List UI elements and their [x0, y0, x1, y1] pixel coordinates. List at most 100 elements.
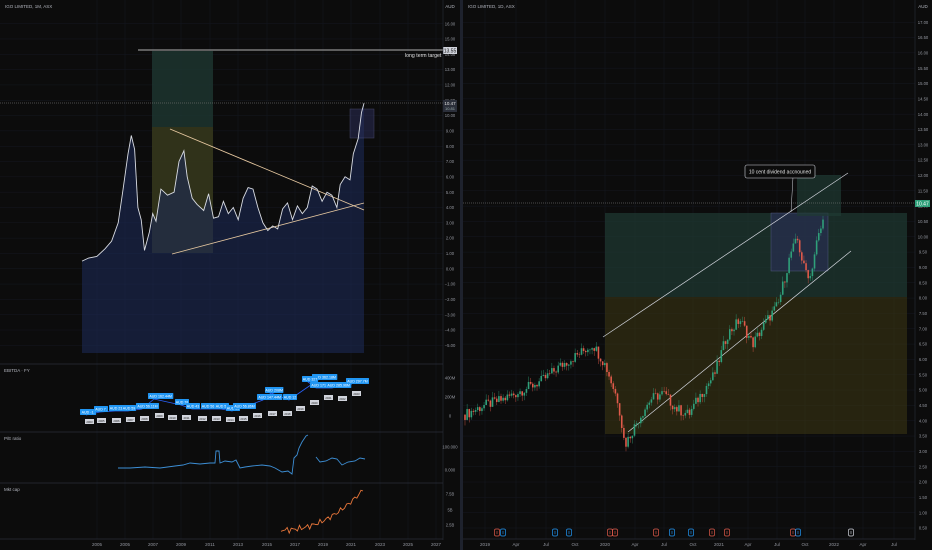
ebitda-badge[interactable]: AUD 56.11M [136, 403, 159, 409]
candle [798, 238, 801, 257]
ebitda-badge[interactable]: AUD 285.96M [326, 382, 352, 388]
target-box [797, 175, 841, 216]
svg-text:AUD 43: AUD 43 [187, 404, 200, 408]
candle [508, 391, 511, 399]
event-marker[interactable] [709, 528, 715, 537]
candle [584, 349, 587, 357]
ebitda-badge[interactable]: AUD 12 [283, 394, 297, 400]
candle [724, 340, 727, 349]
event-marker[interactable] [669, 528, 675, 537]
right-price-tick: 3.00 [919, 449, 928, 454]
candle [712, 367, 714, 381]
ebitda-badge[interactable]: AUD 147.44M [257, 394, 283, 400]
candle [659, 391, 661, 403]
event-marker[interactable] [688, 528, 694, 537]
ebitda-badge[interactable]: AUD -1. [80, 409, 97, 415]
candle [781, 276, 784, 296]
ebitda-badge[interactable]: AUD 208M [265, 387, 284, 393]
candle [534, 382, 536, 391]
candle [680, 404, 682, 421]
right-date-tick: Apr [631, 542, 639, 547]
ebitda-badge[interactable]: AUD 7. [94, 406, 108, 412]
event-marker[interactable] [653, 528, 659, 537]
right-date-tick: Apr [859, 542, 867, 547]
left-chart-pane[interactable]: 16.0015.0014.0013.0012.0011.0010.009.008… [0, 0, 460, 550]
right-chart-svg[interactable]: 10 cent dividend accnouned 17.00 16.50 16.… [463, 0, 932, 550]
left-year-tick: 2023 [375, 542, 386, 547]
event-marker[interactable] [566, 528, 572, 537]
svg-text:AUD 208M: AUD 208M [265, 388, 283, 392]
candle [589, 348, 591, 355]
candle [625, 437, 627, 452]
svg-text:AUD 7.: AUD 7. [95, 407, 107, 411]
candle [466, 403, 468, 421]
ebitda-badge[interactable]: AUD 78 [175, 399, 189, 405]
event-marker[interactable] [500, 528, 506, 537]
candle [644, 407, 646, 420]
candle [576, 350, 579, 357]
candle [612, 381, 615, 393]
svg-text:2020: 2020 [311, 401, 318, 405]
candle [555, 370, 557, 377]
ebitda-period-label: 2016 [253, 413, 262, 418]
left-price-tick: 15.00 [445, 37, 456, 42]
left-chart-svg[interactable]: 16.0015.0014.0013.0012.0011.0010.009.008… [0, 0, 460, 550]
right-date-tick: Apr [744, 542, 752, 547]
candle [716, 355, 718, 374]
candle [699, 390, 701, 405]
svg-text:2010: 2010 [169, 416, 176, 420]
candle [754, 332, 757, 349]
ebitda-period-label: 2003 [85, 419, 94, 424]
ebitda-badge[interactable]: AUD 56 [201, 403, 215, 409]
candle [807, 269, 809, 284]
right-price-tick: 6.00 [919, 357, 928, 362]
candle [591, 347, 593, 355]
event-marker[interactable] [612, 528, 618, 537]
ebitda-period-label: 2014 [226, 417, 235, 422]
candle [817, 228, 820, 242]
candle [669, 393, 672, 411]
candle [642, 415, 644, 423]
target-badge-text: 13.55 [444, 49, 457, 55]
ebitda-badge[interactable]: AUD 23 [109, 405, 123, 411]
candle [597, 346, 600, 365]
ebitda-badge[interactable]: AUD 362.18M [312, 374, 338, 380]
svg-text:AUD 297.7M: AUD 297.7M [347, 379, 368, 383]
candle [504, 395, 507, 404]
ebitda-period-label: 2015 [239, 416, 248, 421]
candle [820, 225, 822, 236]
ebitda-badge[interactable]: AUD 162.44M [148, 393, 174, 399]
ebitda-badge[interactable]: AUD 54 [215, 403, 229, 409]
candle [544, 372, 547, 382]
event-marker[interactable] [552, 528, 558, 537]
event-marker[interactable] [494, 528, 500, 537]
ebitda-badge[interactable]: AUD 327 [302, 376, 319, 382]
left-price-tick: 14.00 [445, 52, 456, 57]
ebitda-period-label: 2010 [168, 415, 177, 420]
right-chart-pane[interactable]: 10 cent dividend accnouned 17.00 16.50 16.… [463, 0, 932, 550]
ebitda-badge[interactable]: AUD 56.86M [233, 403, 256, 409]
event-marker[interactable] [848, 528, 854, 537]
ebitda-badge[interactable]: AUD 297.7M [346, 378, 369, 384]
pane-divider[interactable] [460, 0, 463, 550]
event-marker[interactable] [607, 528, 613, 537]
right-chart-title: IGO LIMITED, 1D, ASX [468, 4, 515, 9]
svg-text:2019: 2019 [297, 407, 304, 411]
candle [813, 251, 816, 272]
mktcap-title: Mkt cap [4, 487, 20, 492]
right-price-tick: 14.00 [918, 112, 929, 117]
right-price-badge-text: 10.47 [916, 202, 929, 208]
pe-tick: 0.000 [445, 468, 456, 473]
ebitda-badge[interactable]: AUD 43 [186, 403, 200, 409]
candle [822, 215, 824, 231]
event-marker[interactable] [795, 528, 801, 537]
ebitda-badge[interactable]: AUD 59 [122, 405, 136, 411]
event-marker[interactable] [790, 528, 796, 537]
candle [701, 393, 704, 403]
candle [805, 260, 807, 273]
left-price-tick: 7.00 [446, 159, 455, 164]
event-marker[interactable] [724, 528, 730, 537]
price-badge-sub-text: 10.81 [445, 106, 456, 111]
candle [786, 272, 788, 288]
candle [714, 370, 716, 378]
